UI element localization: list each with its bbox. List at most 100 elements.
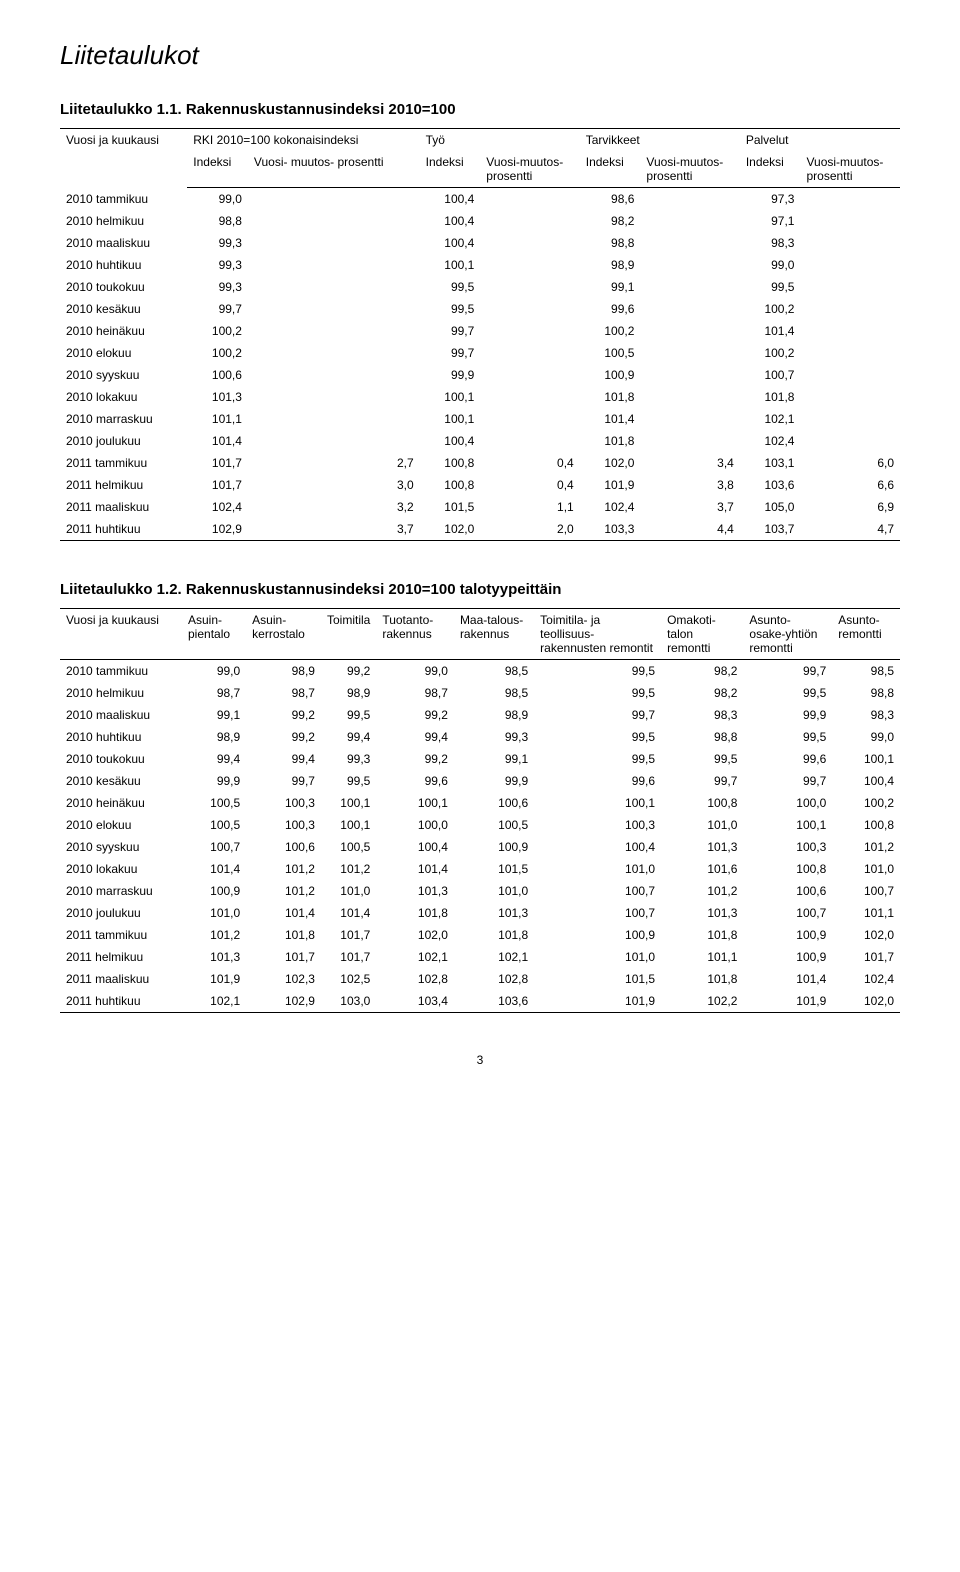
cell-value: 99,1	[454, 748, 534, 770]
cell-value: 99,5	[321, 704, 376, 726]
cell-value: 100,4	[420, 188, 481, 211]
table-row: 2010 toukokuu99,399,599,199,5	[60, 276, 900, 298]
page-title: Liitetaulukot	[60, 40, 900, 71]
cell-value: 98,3	[832, 704, 900, 726]
table-row: 2011 tammikuu101,72,7100,80,4102,03,4103…	[60, 452, 900, 474]
cell-value: 98,9	[182, 726, 246, 748]
t1-h-chg1: Vuosi- muutos- prosentti	[248, 151, 420, 188]
cell-value: 99,1	[580, 276, 641, 298]
cell-value	[640, 298, 739, 320]
cell-value	[248, 364, 420, 386]
cell-value: 99,0	[740, 254, 801, 276]
cell-value	[480, 430, 579, 452]
table-row: 2011 huhtikuu102,1102,9103,0103,4103,610…	[60, 990, 900, 1013]
cell-value: 99,6	[580, 298, 641, 320]
cell-value	[480, 276, 579, 298]
cell-value: 100,4	[376, 836, 454, 858]
cell-value: 98,5	[454, 660, 534, 683]
cell-value: 100,1	[832, 748, 900, 770]
t1-h-period: Vuosi ja kuukausi	[60, 129, 187, 188]
t1-h-chg4: Vuosi-muutos-prosentti	[800, 151, 900, 188]
cell-value	[800, 188, 900, 211]
row-label: 2010 huhtikuu	[60, 254, 187, 276]
cell-value: 101,8	[661, 968, 743, 990]
cell-value: 100,8	[420, 452, 481, 474]
cell-value: 100,7	[832, 880, 900, 902]
table2-header-row: Vuosi ja kuukausiAsuin-pientaloAsuin-ker…	[60, 609, 900, 660]
cell-value: 98,8	[661, 726, 743, 748]
cell-value: 100,1	[420, 386, 481, 408]
cell-value: 101,4	[187, 430, 248, 452]
row-label: 2011 maaliskuu	[60, 968, 182, 990]
cell-value: 100,7	[534, 880, 661, 902]
cell-value: 101,3	[376, 880, 454, 902]
cell-value: 102,1	[182, 990, 246, 1013]
cell-value: 103,7	[740, 518, 801, 541]
t2-header-cell: Toimitila- ja teollisuus-rakennusten rem…	[534, 609, 661, 660]
cell-value: 98,5	[832, 660, 900, 683]
page-number: 3	[60, 1053, 900, 1067]
cell-value	[248, 188, 420, 211]
cell-value: 102,1	[740, 408, 801, 430]
cell-value: 103,6	[740, 474, 801, 496]
cell-value: 99,9	[454, 770, 534, 792]
cell-value: 101,2	[246, 858, 321, 880]
row-label: 2011 tammikuu	[60, 452, 187, 474]
table-row: 2010 helmikuu98,8100,498,297,1	[60, 210, 900, 232]
cell-value	[480, 364, 579, 386]
cell-value: 102,3	[246, 968, 321, 990]
cell-value: 101,4	[321, 902, 376, 924]
cell-value: 100,9	[743, 946, 832, 968]
cell-value: 101,0	[182, 902, 246, 924]
cell-value: 101,0	[534, 858, 661, 880]
t1-h-total: RKI 2010=100 kokonaisindeksi	[187, 129, 419, 152]
row-label: 2010 maaliskuu	[60, 232, 187, 254]
cell-value: 100,6	[246, 836, 321, 858]
cell-value	[480, 254, 579, 276]
cell-value: 97,3	[740, 188, 801, 211]
cell-value: 103,0	[321, 990, 376, 1013]
cell-value: 100,7	[534, 902, 661, 924]
cell-value: 100,0	[376, 814, 454, 836]
cell-value: 99,0	[187, 188, 248, 211]
cell-value: 100,2	[580, 320, 641, 342]
cell-value: 100,8	[832, 814, 900, 836]
cell-value: 98,6	[580, 188, 641, 211]
cell-value: 101,4	[743, 968, 832, 990]
row-label: 2010 joulukuu	[60, 430, 187, 452]
cell-value: 101,2	[182, 924, 246, 946]
table-row: 2010 marraskuu101,1100,1101,4102,1	[60, 408, 900, 430]
cell-value: 99,5	[534, 660, 661, 683]
cell-value: 101,0	[661, 814, 743, 836]
cell-value: 99,4	[321, 726, 376, 748]
cell-value	[800, 342, 900, 364]
row-label: 2010 tammikuu	[60, 660, 182, 683]
cell-value: 101,8	[661, 924, 743, 946]
cell-value: 100,2	[187, 342, 248, 364]
row-label: 2010 heinäkuu	[60, 320, 187, 342]
cell-value: 100,3	[246, 814, 321, 836]
cell-value: 0,4	[480, 474, 579, 496]
cell-value: 101,8	[740, 386, 801, 408]
cell-value	[640, 276, 739, 298]
cell-value: 98,8	[832, 682, 900, 704]
cell-value: 3,7	[248, 518, 420, 541]
cell-value: 99,1	[182, 704, 246, 726]
table-row: 2010 tammikuu99,0 100,4 98,6 97,3	[60, 188, 900, 211]
cell-value: 101,4	[182, 858, 246, 880]
cell-value: 99,2	[376, 704, 454, 726]
cell-value	[248, 408, 420, 430]
cell-value	[248, 232, 420, 254]
cell-value: 101,7	[832, 946, 900, 968]
cell-value: 99,4	[246, 748, 321, 770]
cell-value: 100,7	[743, 902, 832, 924]
cell-value	[640, 232, 739, 254]
cell-value	[480, 188, 579, 211]
cell-value: 101,5	[454, 858, 534, 880]
cell-value: 100,5	[182, 792, 246, 814]
cell-value: 99,9	[420, 364, 481, 386]
row-label: 2010 tammikuu	[60, 188, 187, 211]
cell-value	[800, 408, 900, 430]
cell-value	[800, 320, 900, 342]
cell-value: 100,1	[743, 814, 832, 836]
